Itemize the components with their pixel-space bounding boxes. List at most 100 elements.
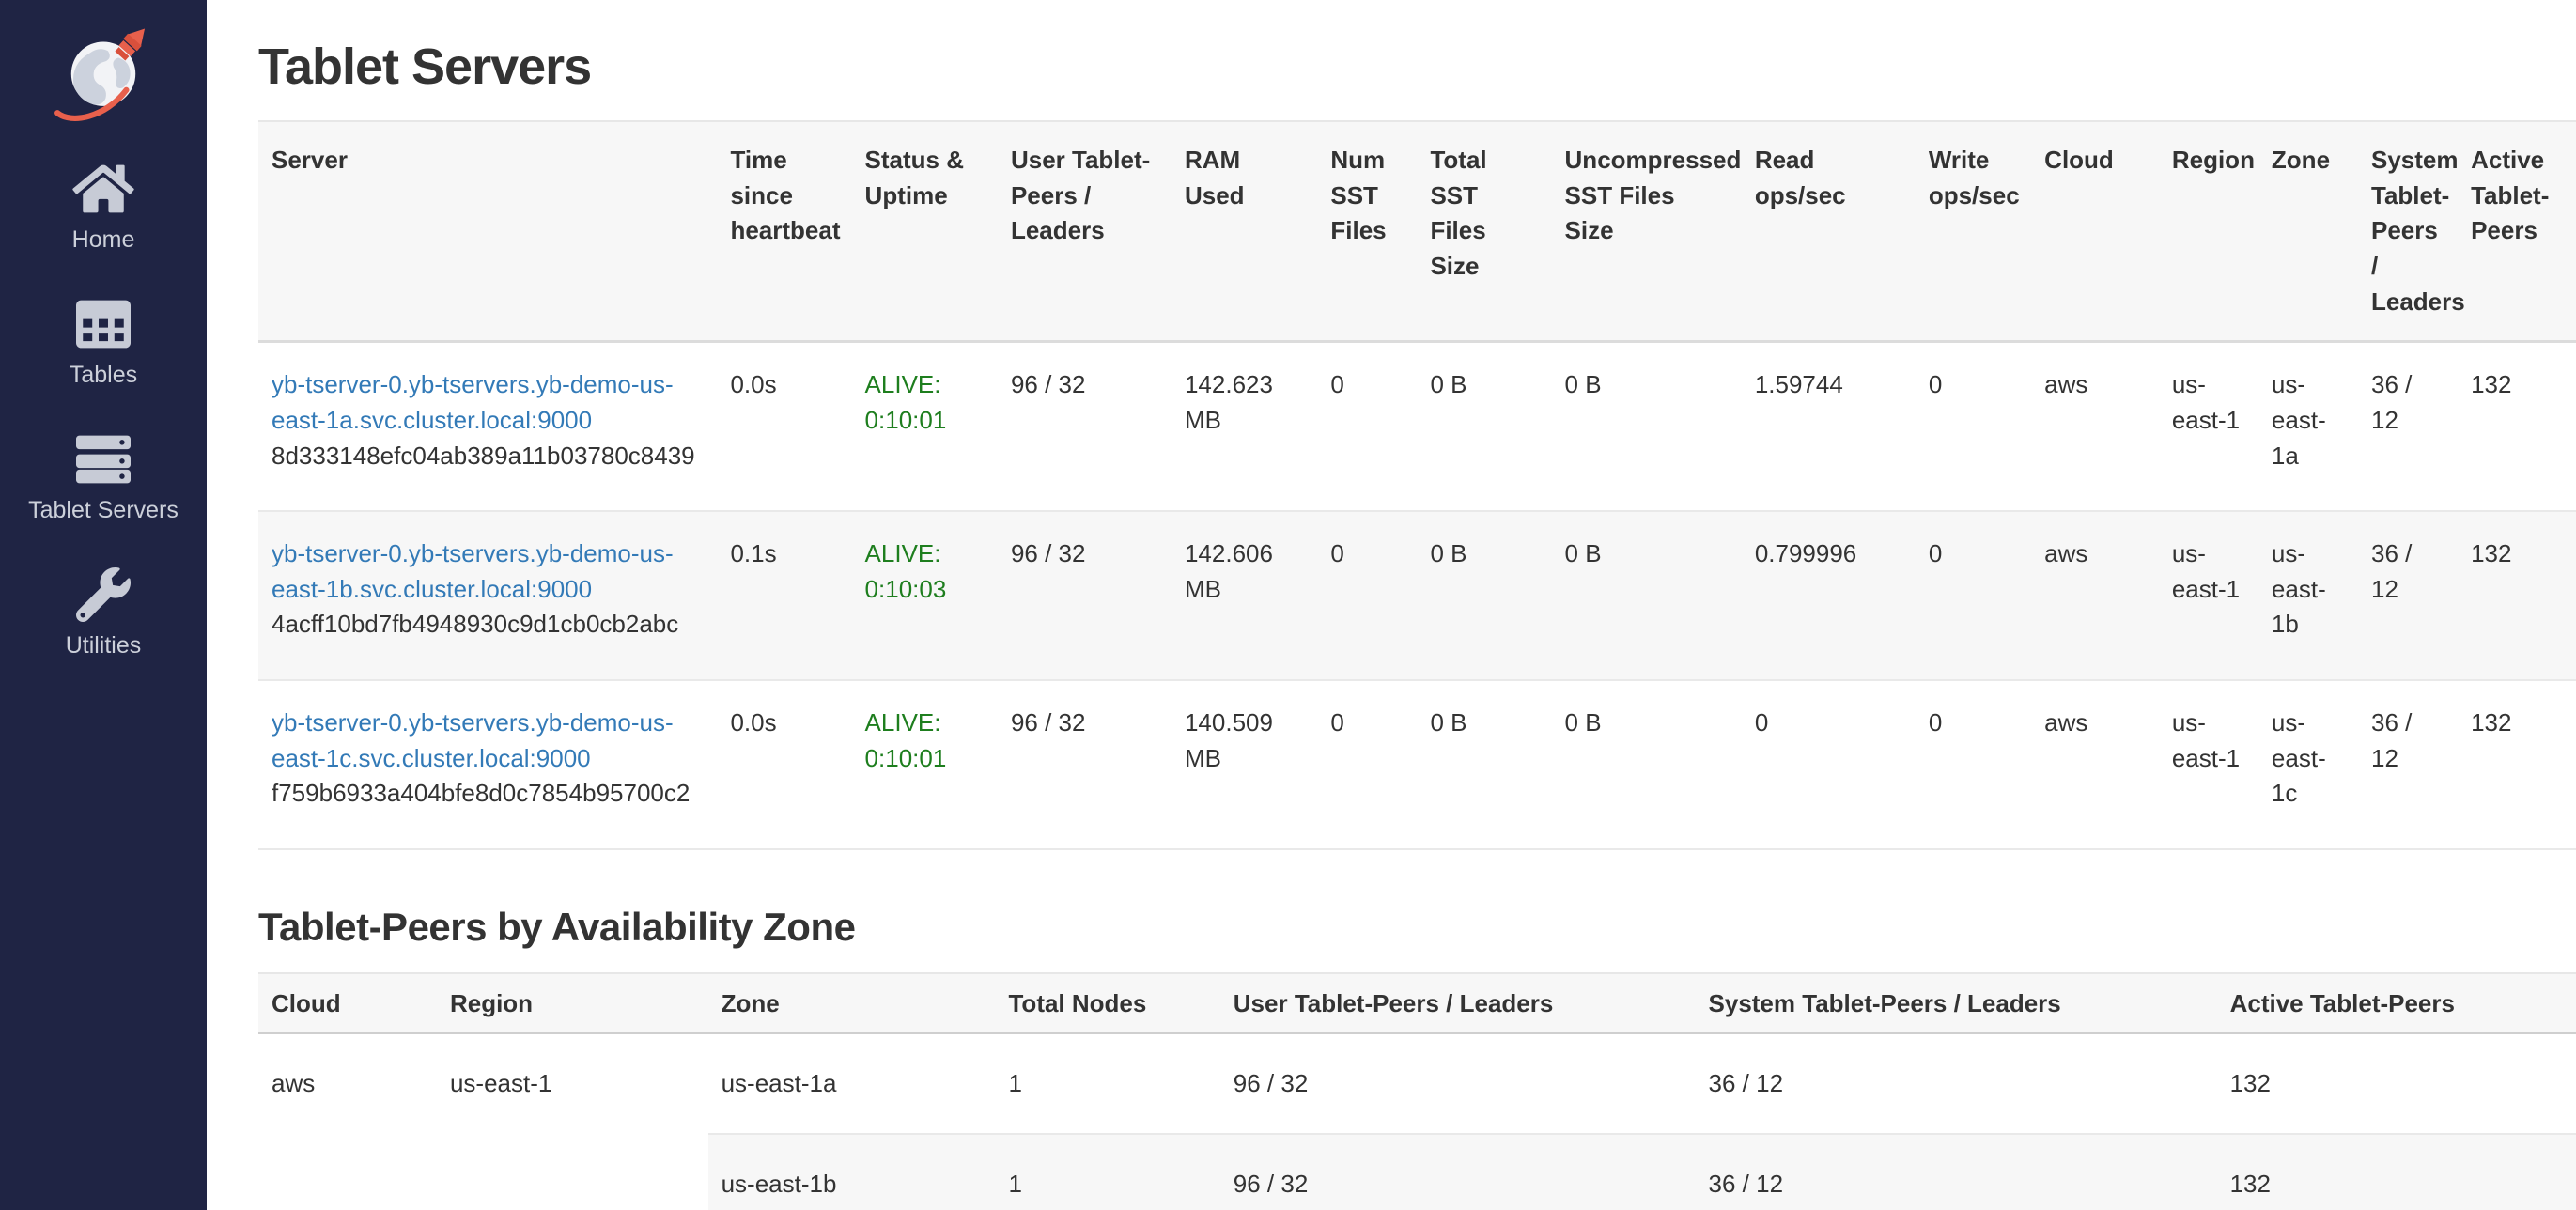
active-peers-cell: 132: [2216, 1132, 2576, 1210]
col-header-system-peers: System Tablet-Peers / Leaders: [2358, 121, 2465, 344]
system-peers-cell: 36 / 12: [2358, 679, 2459, 850]
user-peers-cell: 96 / 32: [997, 510, 1172, 681]
sidebar-item-label: Utilities: [65, 632, 142, 659]
ram-cell: 142.623 MB: [1171, 341, 1318, 512]
table-row: yb-tserver-0.yb-tservers.yb-demo-us-east…: [258, 510, 2576, 681]
az-header-row: Cloud Region Zone Total Nodes User Table…: [258, 972, 2576, 1035]
server-cell: yb-tserver-0.yb-tservers.yb-demo-us-east…: [258, 341, 718, 512]
az-table: Cloud Region Zone Total Nodes User Table…: [258, 971, 2576, 1210]
utilities-icon: [72, 567, 134, 623]
col-header-ram: RAM Used: [1171, 121, 1318, 344]
zone-cell: us-east-1c: [2258, 679, 2358, 850]
system-peers-cell: 36 / 12: [1695, 1132, 2217, 1210]
col-header-server: Server: [258, 121, 718, 344]
system-peers-cell: 36 / 12: [2358, 510, 2459, 681]
server-cell: yb-tserver-0.yb-tservers.yb-demo-us-east…: [258, 510, 718, 681]
tables-icon: [72, 297, 134, 351]
read-ops-cell: 1.59744: [1741, 341, 1916, 512]
az-section-title: Tablet-Peers by Availability Zone: [258, 904, 856, 949]
server-uuid: f759b6933a404bfe8d0c7854b95700c2: [272, 779, 691, 808]
col-header-active-peers: Active Tablet-Peers: [2216, 972, 2576, 1035]
col-header-cloud: Cloud: [258, 972, 437, 1035]
uncompressed-sst-cell: 0 B: [1551, 679, 1742, 850]
server-uuid: 8d333148efc04ab389a11b03780c8439: [272, 441, 695, 470]
total-nodes-cell: 1: [995, 1132, 1220, 1210]
active-peers-cell: 132: [2458, 679, 2576, 850]
sidebar-item-label: Tables: [69, 362, 138, 388]
tablet-servers-icon: [72, 432, 134, 487]
zone-cell: us-east-1a: [2258, 341, 2358, 512]
server-link[interactable]: yb-tserver-0.yb-tservers.yb-demo-us-east…: [272, 707, 674, 772]
col-header-zone: Zone: [707, 972, 996, 1035]
ram-cell: 140.509 MB: [1171, 679, 1318, 850]
user-peers-cell: 96 / 32: [997, 341, 1172, 512]
heartbeat-cell: 0.1s: [717, 510, 852, 681]
server-link[interactable]: yb-tserver-0.yb-tservers.yb-demo-us-east…: [272, 538, 674, 603]
total-nodes-cell: 1: [1008, 1069, 1022, 1098]
total-sst-cell: 0 B: [1417, 679, 1552, 850]
table-row: aws us-east-1 us-east-1a 1 96 / 32 36 / …: [258, 1033, 2576, 1133]
sidebar-item-tables[interactable]: Tables: [0, 297, 207, 389]
region-cell: us-east-1: [449, 1069, 552, 1098]
cloud-cell: aws: [2031, 679, 2159, 850]
col-header-region: Region: [2158, 121, 2258, 344]
col-header-uncompressed-sst: Uncompressed SST Files Size: [1551, 121, 1742, 344]
region-cell: us-east-1: [2158, 510, 2258, 681]
user-peers-cell: 96 / 32: [1219, 1132, 1696, 1210]
sidebar-nav: Home Tables Tablet Servers Utilities: [0, 147, 207, 659]
status-cell: ALIVE: 0:10:03: [851, 510, 998, 681]
read-ops-cell: 0: [1741, 679, 1916, 850]
region-cell: us-east-1: [2158, 679, 2258, 850]
col-header-status: Status & Uptime: [851, 121, 998, 344]
write-ops-cell: 0: [1915, 510, 2032, 681]
sidebar-item-tablet-servers[interactable]: Tablet Servers: [0, 432, 207, 524]
active-peers-cell: 132: [2458, 341, 2576, 512]
col-header-system-peers: System Tablet-Peers / Leaders: [1695, 972, 2217, 1035]
server-cell: yb-tserver-0.yb-tservers.yb-demo-us-east…: [258, 679, 718, 850]
table-row: yb-tserver-0.yb-tservers.yb-demo-us-east…: [258, 341, 2576, 512]
total-sst-cell: 0 B: [1417, 341, 1552, 512]
main-content: Tablet Servers Server Time since heartbe…: [207, 38, 2576, 1210]
yugabyte-logo-icon[interactable]: [42, 19, 164, 122]
sidebar-item-utilities[interactable]: Utilities: [0, 567, 207, 659]
active-peers-cell: 132: [2229, 1069, 2271, 1098]
col-header-num-sst: Num SST Files: [1317, 121, 1418, 344]
status-cell: ALIVE: 0:10:01: [851, 679, 998, 850]
heartbeat-cell: 0.0s: [717, 341, 852, 512]
cloud-cell: aws: [2031, 341, 2159, 512]
page-title: Tablet Servers: [258, 39, 592, 95]
col-header-user-peers: User Tablet-Peers / Leaders: [1219, 972, 1696, 1035]
num-sst-cell: 0: [1317, 510, 1418, 681]
ram-cell: 142.606 MB: [1171, 510, 1318, 681]
sidebar-item-label: Home: [71, 226, 135, 253]
sidebar: Home Tables Tablet Servers Utilities: [0, 0, 207, 1210]
num-sst-cell: 0: [1317, 341, 1418, 512]
table-row: yb-tserver-0.yb-tservers.yb-demo-us-east…: [258, 679, 2576, 850]
col-header-total-sst: Total SST Files Size: [1417, 121, 1552, 344]
col-header-cloud: Cloud: [2031, 121, 2159, 344]
zone-cell: us-east-1b: [707, 1132, 996, 1210]
zone-cell: us-east-1a: [721, 1069, 837, 1098]
system-peers-cell: 36 / 12: [2358, 341, 2459, 512]
cloud-cell: aws: [272, 1069, 316, 1098]
col-header-user-peers: User Tablet-Peers / Leaders: [997, 121, 1172, 344]
user-peers-cell: 96 / 32: [997, 679, 1172, 850]
cloud-cell: aws: [2031, 510, 2159, 681]
read-ops-cell: 0.799996: [1741, 510, 1916, 681]
write-ops-cell: 0: [1915, 341, 2032, 512]
heartbeat-cell: 0.0s: [717, 679, 852, 850]
col-header-active-peers: Active Tablet-Peers: [2458, 121, 2576, 344]
active-peers-cell: 132: [2458, 510, 2576, 681]
total-sst-cell: 0 B: [1417, 510, 1552, 681]
server-link[interactable]: yb-tserver-0.yb-tservers.yb-demo-us-east…: [272, 370, 674, 435]
user-peers-cell: 96 / 32: [1233, 1069, 1309, 1098]
col-header-total-nodes: Total Nodes: [995, 972, 1220, 1035]
region-cell: us-east-1: [2158, 341, 2258, 512]
col-header-heartbeat: Time since heartbeat: [717, 121, 852, 344]
sidebar-item-home[interactable]: Home: [0, 162, 207, 254]
num-sst-cell: 0: [1317, 679, 1418, 850]
uncompressed-sst-cell: 0 B: [1551, 341, 1742, 512]
sidebar-item-label: Tablet Servers: [28, 497, 178, 523]
write-ops-cell: 0: [1915, 679, 2032, 850]
zone-cell: us-east-1b: [2258, 510, 2358, 681]
